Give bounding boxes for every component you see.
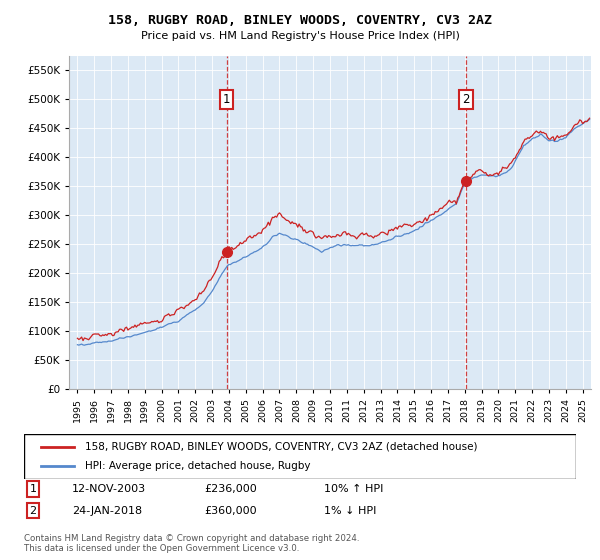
Text: £360,000: £360,000 (204, 506, 257, 516)
Text: 10% ↑ HPI: 10% ↑ HPI (324, 484, 383, 494)
Text: 158, RUGBY ROAD, BINLEY WOODS, COVENTRY, CV3 2AZ: 158, RUGBY ROAD, BINLEY WOODS, COVENTRY,… (108, 14, 492, 27)
Text: 2: 2 (29, 506, 37, 516)
Text: 158, RUGBY ROAD, BINLEY WOODS, COVENTRY, CV3 2AZ (detached house): 158, RUGBY ROAD, BINLEY WOODS, COVENTRY,… (85, 441, 477, 451)
Text: 2: 2 (462, 93, 470, 106)
Text: 24-JAN-2018: 24-JAN-2018 (72, 506, 142, 516)
Text: Contains HM Land Registry data © Crown copyright and database right 2024.
This d: Contains HM Land Registry data © Crown c… (24, 534, 359, 553)
Text: Price paid vs. HM Land Registry's House Price Index (HPI): Price paid vs. HM Land Registry's House … (140, 31, 460, 41)
Text: 1: 1 (223, 93, 230, 106)
Text: £236,000: £236,000 (204, 484, 257, 494)
Text: 1: 1 (29, 484, 37, 494)
Text: 1% ↓ HPI: 1% ↓ HPI (324, 506, 376, 516)
Text: HPI: Average price, detached house, Rugby: HPI: Average price, detached house, Rugb… (85, 461, 310, 472)
Text: 12-NOV-2003: 12-NOV-2003 (72, 484, 146, 494)
